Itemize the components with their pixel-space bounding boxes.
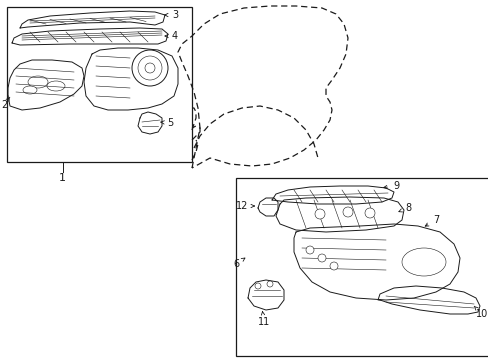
Bar [236, 178, 488, 356]
Ellipse shape [28, 76, 48, 88]
Text: 4: 4 [164, 31, 178, 41]
Text: 3: 3 [164, 10, 178, 20]
Circle shape [132, 50, 168, 86]
Circle shape [314, 209, 325, 219]
Ellipse shape [23, 86, 37, 94]
Circle shape [254, 283, 261, 289]
Ellipse shape [47, 81, 65, 91]
Bar [7, 7, 192, 162]
Text: 9: 9 [383, 181, 398, 191]
Circle shape [329, 262, 337, 270]
Text: 10: 10 [473, 306, 487, 319]
Text: 11: 11 [257, 311, 269, 327]
Text: 2: 2 [1, 97, 10, 110]
Circle shape [145, 63, 155, 73]
Text: 5: 5 [161, 118, 173, 128]
Circle shape [138, 56, 162, 80]
Ellipse shape [401, 248, 445, 276]
Text: 7: 7 [425, 215, 438, 226]
Circle shape [266, 281, 272, 287]
Circle shape [342, 207, 352, 217]
Text: 8: 8 [398, 203, 410, 213]
Text: 12: 12 [235, 201, 254, 211]
Text: 1: 1 [59, 173, 66, 183]
Circle shape [317, 254, 325, 262]
Text: 6: 6 [232, 258, 244, 269]
Circle shape [305, 246, 313, 254]
Circle shape [364, 208, 374, 218]
